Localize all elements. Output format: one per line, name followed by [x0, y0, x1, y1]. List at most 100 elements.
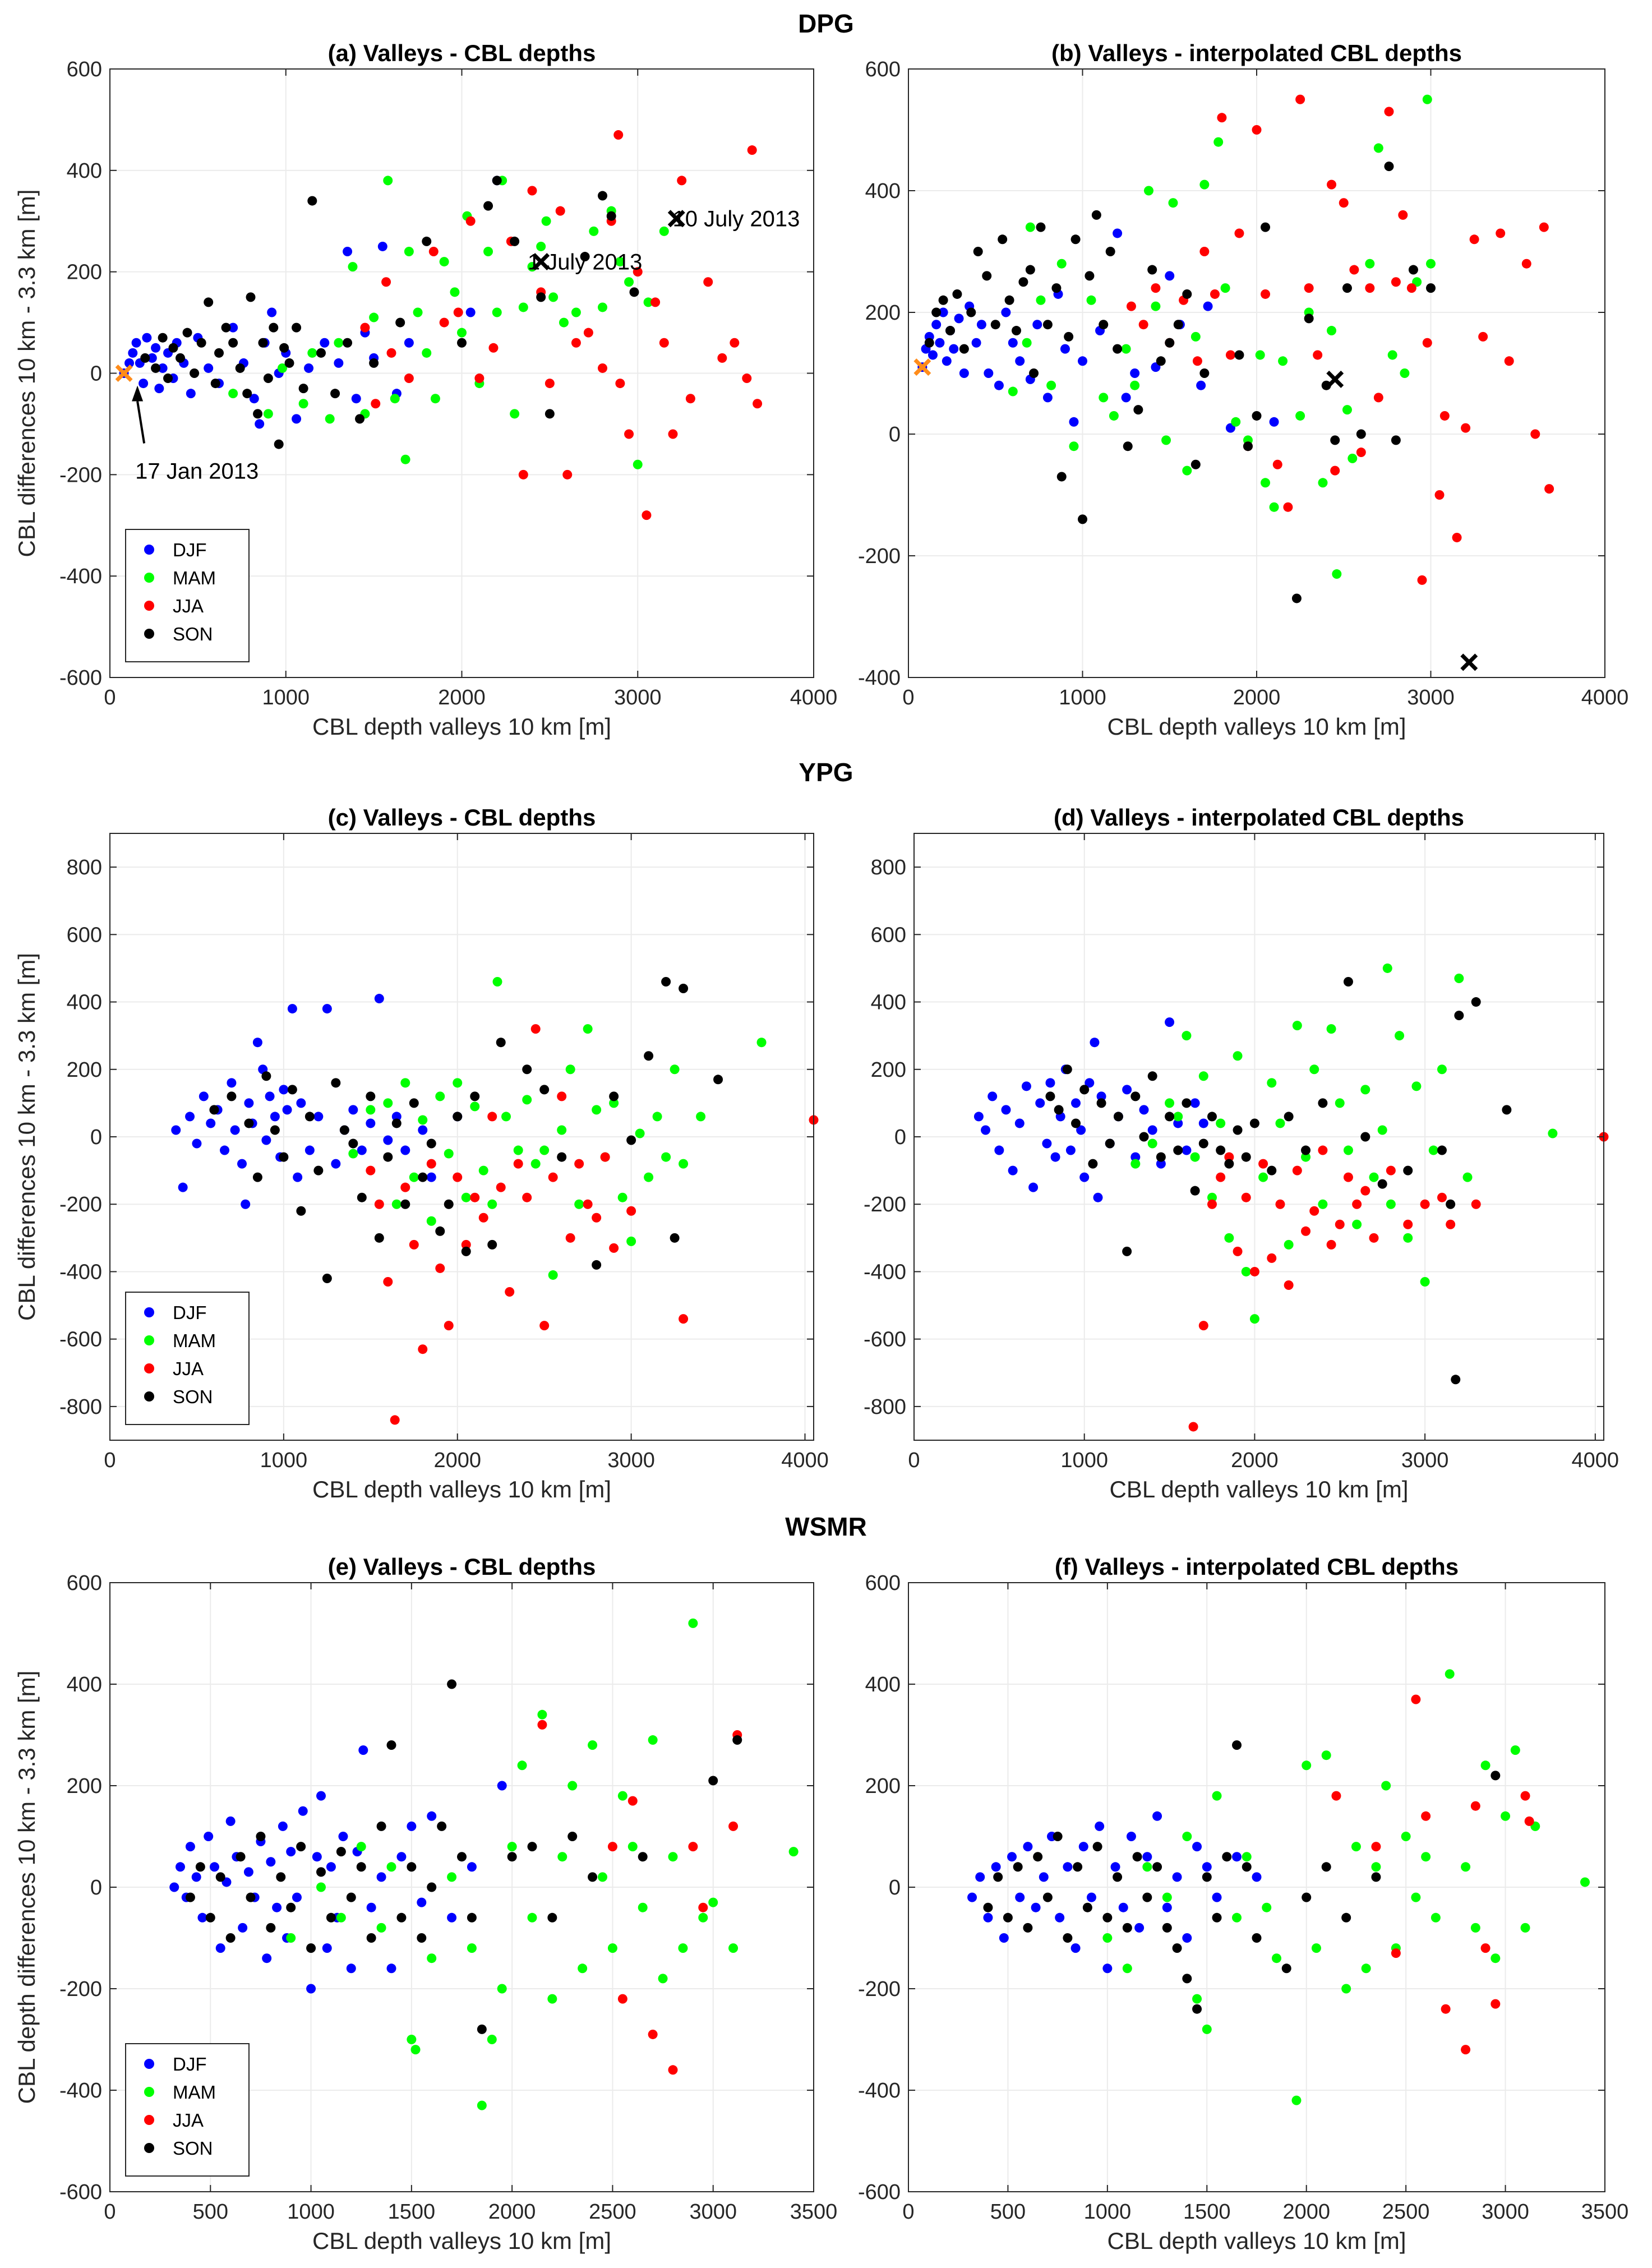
point-jja	[565, 1233, 575, 1243]
point-djf	[1079, 1172, 1090, 1182]
y-tick-label: 600	[67, 1571, 102, 1595]
point-son	[1182, 1974, 1192, 1984]
point-jja	[1295, 94, 1305, 104]
point-djf	[158, 363, 168, 373]
point-son	[343, 338, 353, 348]
point-son	[1071, 1118, 1081, 1128]
point-mam	[447, 1872, 457, 1882]
panel-b: 0 1000 2000 3000 4000 -400 -200 0 200 400 600 (b) V…	[858, 40, 1628, 740]
point-jja	[1530, 429, 1540, 439]
point-son	[1165, 1112, 1175, 1122]
point-mam	[336, 1912, 346, 1923]
point-mam	[518, 302, 528, 312]
x-tick-label: 1500	[388, 2200, 436, 2224]
point-son	[437, 1821, 447, 1831]
y-axis-label: CBL differences 10 km - 3.3 km [m]	[13, 953, 40, 1321]
point-mam	[501, 1112, 511, 1122]
point-son	[1070, 234, 1081, 245]
point-son	[1091, 210, 1101, 220]
point-djf	[282, 1105, 292, 1115]
point-mam	[418, 1115, 428, 1125]
point-djf	[171, 1125, 181, 1135]
y-tick-label: 400	[865, 179, 901, 203]
point-son	[279, 1152, 289, 1162]
point-son	[1356, 429, 1366, 439]
point-jja	[600, 1152, 610, 1162]
point-son	[1261, 222, 1271, 232]
group-title-dpg: DPG	[798, 9, 854, 38]
point-son	[400, 1199, 410, 1209]
point-son	[477, 2024, 487, 2034]
annotation-text: 17 Jan 2013	[135, 459, 259, 484]
x-tick-label: 4000	[781, 1449, 829, 1472]
point-djf	[154, 384, 164, 394]
y-tick-label: 600	[865, 58, 901, 81]
legend-marker-jja	[144, 2115, 154, 2125]
point-mam	[559, 317, 569, 328]
point-mam	[574, 1199, 584, 1209]
point-son	[1207, 1112, 1217, 1122]
y-tick-label: 0	[90, 362, 102, 386]
point-son	[536, 292, 546, 302]
point-son	[1051, 283, 1062, 293]
point-mam	[670, 1064, 680, 1075]
x-tick-label: 0	[908, 1449, 920, 1472]
point-son	[356, 1862, 366, 1872]
point-djf	[1232, 1852, 1242, 1862]
y-tick-label: 0	[889, 423, 901, 446]
point-djf	[407, 1821, 417, 1831]
point-son	[461, 1246, 471, 1256]
point-jja	[1252, 125, 1262, 135]
point-mam	[1165, 1098, 1175, 1108]
point-son	[931, 307, 942, 317]
point-djf	[243, 1867, 253, 1877]
point-son	[732, 1735, 742, 1745]
y-tick-label: 600	[865, 1571, 901, 1595]
point-son	[990, 320, 1000, 330]
point-son	[457, 1852, 467, 1862]
point-mam	[383, 176, 393, 186]
point-mam	[334, 338, 344, 348]
legend-label-mam: MAM	[173, 1330, 216, 1351]
point-jja	[747, 145, 757, 155]
x-tick-label: 3000	[1407, 686, 1455, 709]
point-mam	[1275, 1118, 1285, 1128]
point-mam	[507, 1842, 517, 1852]
x-axis-label: CBL depth valleys 10 km [m]	[1110, 1476, 1409, 1502]
point-djf	[976, 320, 986, 330]
point-djf	[1008, 338, 1018, 348]
point-djf	[377, 241, 387, 251]
point-mam	[1258, 1172, 1268, 1182]
y-tick-label: -200	[864, 1193, 906, 1216]
point-jja	[539, 1321, 550, 1331]
marker-x	[115, 365, 133, 382]
point-jja	[1360, 1186, 1370, 1196]
point-jja	[1470, 1801, 1480, 1811]
point-djf	[287, 1004, 297, 1014]
point-mam	[696, 1112, 706, 1122]
point-jja	[1272, 459, 1282, 469]
legend-marker-mam	[144, 573, 154, 583]
point-jja	[615, 379, 625, 389]
point-son	[322, 1273, 332, 1283]
point-djf	[238, 1923, 248, 1933]
point-mam	[497, 1984, 507, 1994]
x-tick-label: 1000	[1084, 2200, 1132, 2224]
y-tick-label: -400	[858, 2079, 901, 2103]
point-son	[1360, 1132, 1370, 1142]
y-tick-label: 400	[871, 991, 906, 1015]
point-jja	[648, 2029, 658, 2039]
point-jja	[1241, 1192, 1251, 1202]
point-son	[1165, 338, 1175, 348]
annotation-arrow	[136, 401, 146, 444]
y-tick-label: -600	[59, 2181, 102, 2204]
point-son	[263, 374, 273, 384]
point-djf	[1076, 1125, 1086, 1135]
point-jja	[1469, 234, 1479, 245]
point-mam	[1420, 1276, 1430, 1287]
point-djf	[1147, 1125, 1157, 1135]
point-son	[266, 1923, 276, 1933]
point-jja	[1406, 283, 1416, 293]
y-tick-label: -400	[59, 565, 102, 588]
point-son	[447, 1679, 457, 1689]
